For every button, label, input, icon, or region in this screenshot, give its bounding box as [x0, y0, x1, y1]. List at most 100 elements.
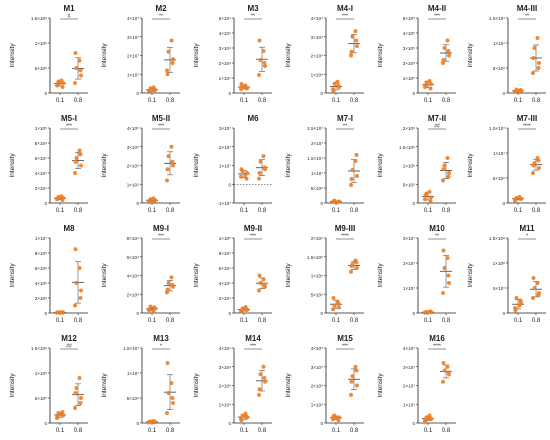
y-tick-label: 4×10⁵ [403, 31, 415, 36]
data-point [170, 282, 175, 287]
y-tick-label: 3×10⁵ [403, 46, 415, 51]
data-point [513, 308, 518, 313]
y-tick-label: 2×10⁷ [403, 384, 415, 389]
y-axis-label: Intensity [377, 263, 384, 288]
y-axis-label: Intensity [467, 263, 474, 288]
x-tick-label: 0.8 [442, 208, 451, 214]
y-tick-label: 1×10⁴ [219, 402, 231, 407]
y-tick-label: 0 [228, 311, 231, 316]
x-tick-label: 0.1 [148, 208, 157, 214]
y-tick-label: 0 [412, 421, 415, 426]
panel-title: M9-II [244, 224, 262, 233]
y-axis-label: Intensity [9, 263, 16, 288]
data-point [147, 90, 152, 95]
data-point [169, 381, 174, 385]
x-tick-label: 0.8 [74, 428, 83, 434]
data-point [429, 195, 433, 200]
data-point [331, 296, 336, 300]
x-tick-label: 0.8 [166, 98, 175, 104]
panel-title: M14 [245, 334, 261, 343]
significance-label: * [160, 344, 162, 350]
y-tick-label: 1×10⁶ [403, 164, 415, 169]
x-tick-label: 0.1 [332, 318, 341, 324]
data-point [518, 88, 523, 92]
data-point [350, 374, 355, 379]
data-point [73, 247, 78, 252]
data-point [77, 58, 82, 63]
significance-label: **** [433, 344, 441, 350]
chart-panel: M7-III Intensity 0 5×10⁶ 1×10⁷ 1.5×10⁷ 0.1 0.8 *… [467, 114, 546, 214]
data-point [263, 379, 267, 384]
y-tick-label: 3×10⁷ [403, 365, 415, 370]
chart-panel: M5-I Intensity 0 2×10⁴ 4×10⁴ 6×10⁴ 8×10⁴ 1×10⁵ 0… [9, 114, 88, 214]
panel-title: M3 [247, 4, 259, 13]
data-point [258, 372, 263, 377]
data-point [170, 396, 175, 400]
data-point [441, 58, 446, 62]
significance-label: ## [434, 124, 440, 130]
y-tick-label: 0 [136, 91, 139, 96]
y-tick-label: 0 [136, 201, 139, 206]
y-axis-label: Intensity [193, 263, 200, 288]
panel-title: M13 [153, 334, 169, 343]
x-tick-label: 0.1 [424, 98, 433, 104]
y-tick-label: 8×10⁴ [35, 141, 47, 146]
data-point [441, 167, 446, 172]
y-tick-label: 4×10⁴ [219, 346, 231, 351]
significance-label: # [68, 14, 71, 20]
chart-panel: M15 Intensity 0 1×10⁵ 2×10⁵ 3×10⁵ 4×10⁵ 0.1 0.8 *… [285, 334, 364, 434]
data-point [447, 281, 451, 285]
x-tick-label: 0.8 [532, 208, 541, 214]
data-point [55, 82, 60, 86]
x-tick-label: 0.8 [350, 318, 359, 324]
data-point [73, 171, 77, 175]
data-point [77, 148, 82, 153]
panel-title: M12 [61, 334, 77, 343]
y-tick-label: 4×10⁷ [127, 16, 139, 21]
data-point [73, 406, 77, 410]
data-point [331, 414, 336, 419]
panel-title: M7-III [517, 114, 537, 123]
x-tick-label: 0.8 [350, 208, 359, 214]
y-tick-label: 0 [502, 201, 505, 206]
data-point [60, 198, 65, 202]
data-point [240, 413, 245, 418]
data-point [244, 414, 249, 419]
data-point [536, 293, 541, 298]
data-point [332, 303, 337, 308]
y-tick-label: 0 [44, 201, 47, 206]
y-tick-label: 4×10⁴ [219, 281, 231, 286]
data-point [258, 281, 263, 285]
data-point [244, 85, 249, 90]
data-point [166, 391, 171, 395]
y-axis-label: Intensity [377, 43, 384, 68]
data-point [441, 361, 446, 365]
data-point [165, 68, 169, 73]
y-tick-label: 6×10⁴ [127, 255, 139, 260]
y-tick-label: 2×10⁴ [311, 54, 323, 59]
data-point [353, 364, 358, 369]
data-point [441, 379, 445, 384]
x-tick-label: 0.1 [424, 428, 433, 434]
x-tick-label: 0.8 [166, 208, 175, 214]
y-tick-label: 3×10⁵ [127, 145, 139, 150]
data-point [257, 387, 262, 392]
data-point [239, 308, 244, 313]
data-point [445, 364, 450, 369]
y-tick-label: 1.5×10⁷ [123, 346, 139, 351]
data-point [332, 81, 337, 86]
y-tick-label: 0 [44, 311, 47, 316]
x-tick-label: 0.8 [532, 98, 541, 104]
chart-panel: M16 Intensity 0 1×10⁷ 2×10⁷ 3×10⁷ 4×10⁷ 0.1 0.8 *… [377, 334, 456, 434]
data-point [258, 58, 263, 62]
x-tick-label: 0.8 [166, 428, 175, 434]
data-point [531, 163, 536, 168]
data-point [152, 420, 157, 425]
x-tick-label: 0.1 [56, 318, 65, 324]
data-point [55, 310, 60, 315]
y-axis-label: Intensity [285, 43, 292, 68]
data-point [349, 177, 354, 181]
data-point [59, 194, 64, 199]
data-point [423, 193, 428, 198]
y-tick-label: 1×10⁶ [311, 274, 323, 279]
